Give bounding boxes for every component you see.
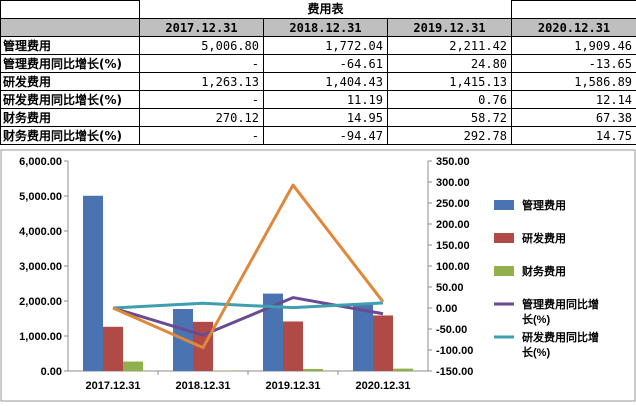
table-cell: 2,211.42 [388, 37, 512, 55]
legend-label: 研发费用 [522, 231, 566, 245]
legend-label: 长(%) [522, 345, 550, 359]
legend-label: 长(%) [522, 312, 550, 326]
right-axis-tick-label: 300.00 [436, 177, 470, 189]
legend-swatch [494, 266, 514, 276]
left-axis-tick-label: 2,000.00 [19, 296, 62, 308]
bar [123, 362, 143, 371]
bar [353, 304, 373, 371]
table-cell: 24.80 [388, 55, 512, 73]
legend-label: 管理费用 [522, 198, 566, 212]
column-header: 2017.12.31 [140, 19, 264, 37]
table-cell: 1,404.43 [264, 73, 388, 91]
column-header: 2018.12.31 [264, 19, 388, 37]
right-axis-tick-label: 350.00 [436, 156, 470, 168]
right-axis-tick-label: 200.00 [436, 219, 470, 231]
row-label: 财务费用同比增长(%) [1, 127, 140, 145]
left-axis-tick-label: 5,000.00 [19, 191, 62, 203]
right-axis-tick-label: 250.00 [436, 198, 470, 210]
right-axis-tick-label: -150.00 [436, 366, 473, 378]
table-title: 费用表 [140, 1, 512, 19]
table-cell: 1,415.13 [388, 73, 512, 91]
legend-swatch [494, 200, 514, 210]
legend-label: 研发费用同比增 [522, 330, 599, 344]
table-cell: 270.12 [140, 109, 264, 127]
x-axis-tick-label: 2018.12.31 [175, 380, 230, 392]
table-cell: - [140, 55, 264, 73]
table-cell: -13.65 [512, 55, 636, 73]
table-row: 管理费用同比增长(%) - -64.61 24.80 -13.65 [1, 55, 636, 73]
x-axis-tick-label: 2020.12.31 [355, 380, 410, 392]
row-label: 管理费用同比增长(%) [1, 55, 140, 73]
column-header: 2019.12.31 [388, 19, 512, 37]
row-label: 研发费用同比增长(%) [1, 91, 140, 109]
table-row: 研发费用 1,263.13 1,404.43 1,415.13 1,586.89 [1, 73, 636, 91]
left-axis-tick-label: 4,000.00 [19, 226, 62, 238]
left-axis-tick-label: 3,000.00 [19, 261, 62, 273]
right-axis-tick-label: -100.00 [436, 345, 473, 357]
table-row: 管理费用 5,006.80 1,772.04 2,211.42 1,909.46 [1, 37, 636, 55]
table-cell: 67.38 [512, 109, 636, 127]
table-row: 研发费用同比增长(%) - 11.19 0.76 12.14 [1, 91, 636, 109]
right-axis-tick-label: 150.00 [436, 240, 470, 252]
bar [83, 196, 103, 371]
table-cell: 12.14 [512, 91, 636, 109]
left-axis-tick-label: 6,000.00 [19, 156, 62, 168]
table-header-corner [1, 19, 140, 37]
table-cell: -64.61 [264, 55, 388, 73]
legend-label: 管理费用同比增 [522, 297, 599, 311]
legend-label: 财务费用 [521, 264, 566, 278]
table-cell: 1,909.46 [512, 37, 636, 55]
x-axis-tick-label: 2019.12.31 [265, 380, 320, 392]
table-row: 财务费用同比增长(%) - -94.47 292.78 14.75 [1, 127, 636, 145]
x-axis-tick-label: 2017.12.31 [85, 380, 140, 392]
table-cell: 1,263.13 [140, 73, 264, 91]
row-label: 财务费用 [1, 109, 140, 127]
table-cell: - [140, 127, 264, 145]
table-cell: 11.19 [264, 91, 388, 109]
bar [303, 369, 323, 371]
right-axis-tick-label: -50.00 [436, 324, 467, 336]
bar [373, 315, 393, 371]
row-label: 研发费用 [1, 73, 140, 91]
legend-swatch [494, 233, 514, 243]
chart-canvas: 0.00 1,000.00 2,000.00 3,000.00 4,000.00 5,00… [0, 149, 636, 402]
bar [283, 321, 303, 371]
table-cell: 1,772.04 [264, 37, 388, 55]
table-cell: 5,006.80 [140, 37, 264, 55]
right-axis-tick-label: 50.00 [436, 282, 464, 294]
table-cell: 14.75 [512, 127, 636, 145]
left-axis-tick-label: 0.00 [41, 366, 62, 378]
right-axis-tick-label: 0.00 [436, 303, 457, 315]
right-axis-tick-label: 100.00 [436, 261, 470, 273]
bar [103, 327, 123, 371]
expense-table: 费用表 2017.12.31 2018.12.31 2019.12.31 202… [0, 0, 636, 145]
table-cell: - [140, 91, 264, 109]
bar [393, 369, 413, 371]
table-cell: 0.76 [388, 91, 512, 109]
table-cell: 58.72 [388, 109, 512, 127]
table-cell: 292.78 [388, 127, 512, 145]
table-cell: 1,586.89 [512, 73, 636, 91]
table-row: 财务费用 270.12 14.95 58.72 67.38 [1, 109, 636, 127]
table-cell: 14.95 [264, 109, 388, 127]
bar [213, 370, 233, 371]
row-label: 管理费用 [1, 37, 140, 55]
table-cell: -94.47 [264, 127, 388, 145]
expense-chart: 0.00 1,000.00 2,000.00 3,000.00 4,000.00 5,00… [0, 149, 636, 402]
left-axis-tick-label: 1,000.00 [19, 331, 62, 343]
column-header: 2020.12.31 [512, 19, 636, 37]
